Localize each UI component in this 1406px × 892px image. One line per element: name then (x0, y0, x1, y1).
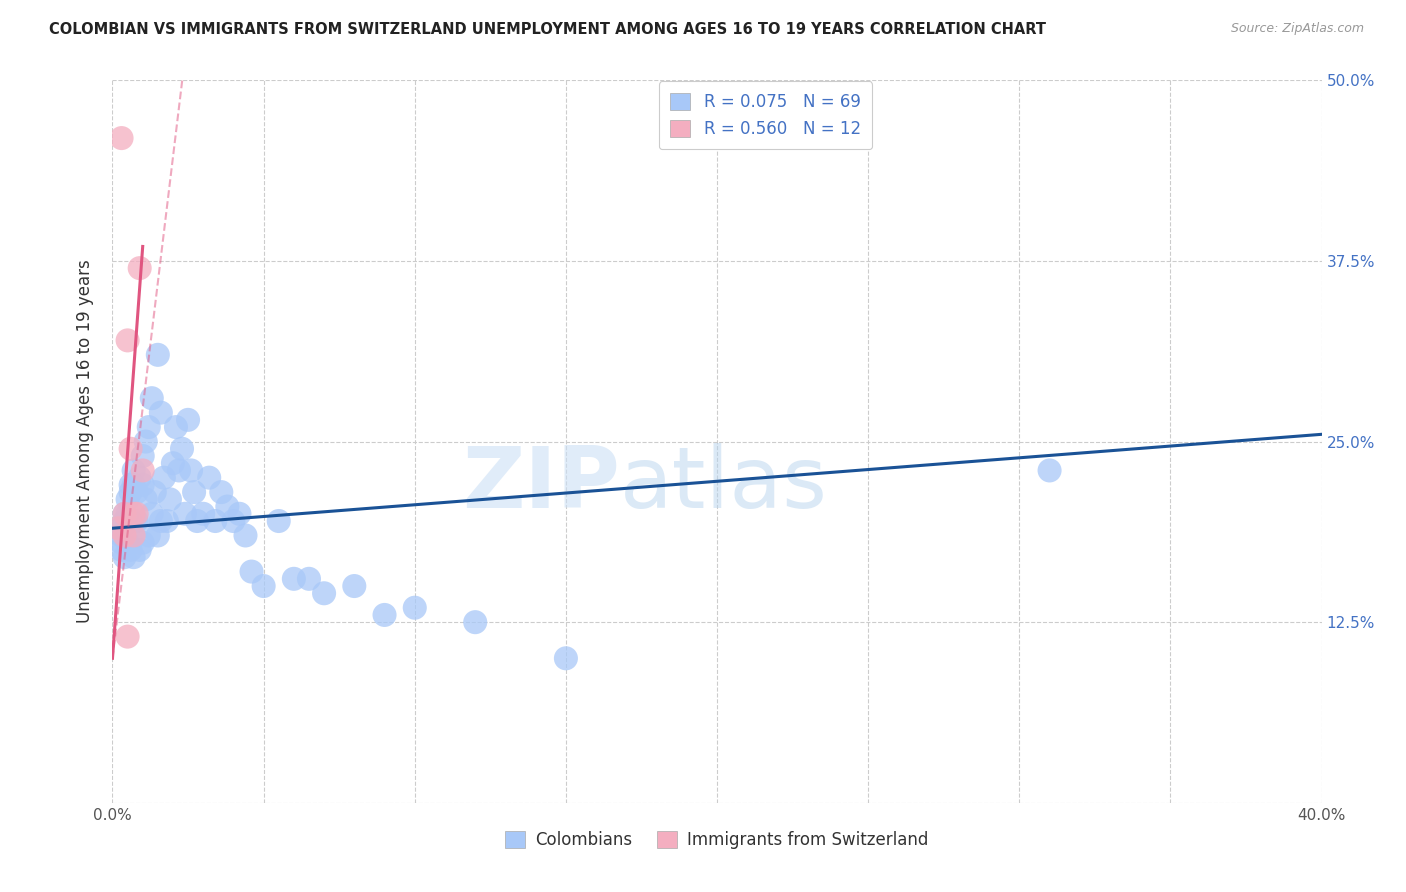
Point (174, 507, 197, 521)
Point (117, 492, 139, 507)
Point (110, 131, 132, 145)
Point (146, 528, 169, 542)
Legend: Colombians, Immigrants from Switzerland: Colombians, Immigrants from Switzerland (499, 824, 935, 856)
Point (132, 535, 155, 549)
Point (180, 463, 202, 477)
Point (128, 261, 150, 276)
Point (132, 478, 155, 492)
Point (110, 528, 132, 542)
Point (183, 485, 205, 500)
Text: ZIP: ZIP (463, 443, 620, 526)
Text: atlas: atlas (620, 443, 828, 526)
Point (110, 542, 132, 557)
Point (135, 434, 157, 449)
Point (138, 420, 160, 434)
Point (120, 478, 142, 492)
Point (217, 500, 239, 514)
Point (141, 391, 163, 405)
Text: Source: ZipAtlas.com: Source: ZipAtlas.com (1230, 22, 1364, 36)
Point (228, 507, 250, 521)
Point (177, 413, 200, 427)
Point (1038, 463, 1062, 477)
Point (253, 579, 276, 593)
Point (141, 507, 163, 521)
Point (122, 478, 145, 492)
Point (162, 456, 184, 470)
Point (114, 507, 136, 521)
Point (114, 507, 136, 521)
Point (122, 514, 145, 528)
Point (298, 572, 321, 586)
Point (138, 528, 160, 542)
Point (120, 542, 142, 557)
Point (167, 463, 190, 477)
Point (120, 442, 142, 456)
Point (149, 514, 172, 528)
Point (135, 492, 157, 507)
Point (374, 607, 396, 622)
Point (128, 542, 150, 557)
Point (283, 572, 305, 586)
Point (114, 514, 136, 528)
Point (235, 528, 257, 542)
Point (117, 535, 139, 549)
Point (314, 586, 336, 600)
Point (165, 420, 187, 434)
Text: COLOMBIAN VS IMMIGRANTS FROM SWITZERLAND UNEMPLOYMENT AMONG AGES 16 TO 19 YEARS : COLOMBIAN VS IMMIGRANTS FROM SWITZERLAND… (49, 22, 1046, 37)
Point (122, 550, 145, 565)
Point (267, 514, 290, 528)
Y-axis label: Unemployment Among Ages 16 to 19 years: Unemployment Among Ages 16 to 19 years (76, 260, 94, 624)
Point (120, 514, 142, 528)
Point (125, 507, 148, 521)
Point (343, 579, 366, 593)
Point (198, 470, 221, 484)
Point (191, 507, 214, 521)
Point (132, 449, 155, 463)
Point (464, 615, 486, 630)
Point (240, 565, 263, 579)
Point (146, 348, 169, 362)
Point (110, 535, 132, 549)
Point (122, 528, 145, 542)
Point (114, 528, 136, 542)
Point (186, 514, 208, 528)
Point (143, 485, 166, 500)
Point (114, 550, 136, 565)
Point (110, 521, 132, 535)
Point (156, 514, 179, 528)
Point (204, 514, 226, 528)
Point (122, 507, 145, 521)
Point (117, 334, 139, 348)
Point (107, 521, 129, 535)
Point (170, 442, 193, 456)
Point (120, 485, 142, 500)
Point (554, 651, 576, 665)
Point (209, 485, 232, 500)
Point (153, 470, 176, 484)
Point (128, 470, 150, 484)
Point (159, 492, 181, 507)
Point (125, 514, 148, 528)
Point (149, 406, 172, 420)
Point (117, 507, 139, 521)
Point (125, 485, 148, 500)
Point (117, 630, 139, 644)
Point (404, 600, 426, 615)
Point (114, 528, 136, 542)
Point (132, 463, 155, 477)
Point (122, 463, 145, 477)
Point (222, 514, 245, 528)
